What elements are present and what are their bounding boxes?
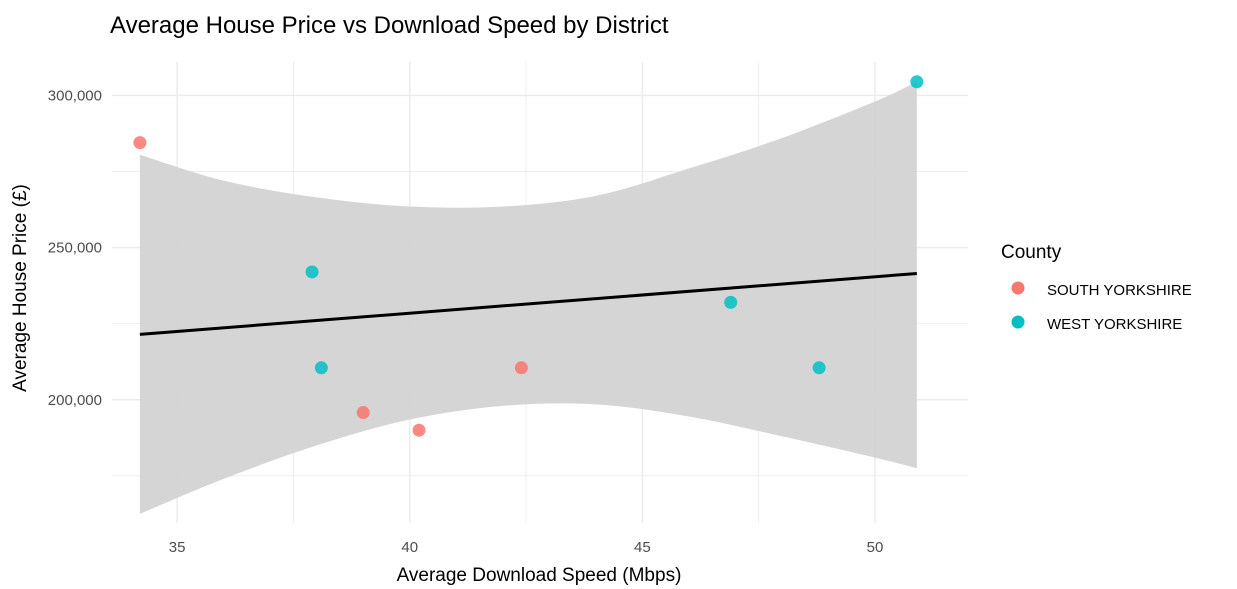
legend: County SOUTH YORKSHIRE WEST YORKSHIRE <box>1001 242 1192 333</box>
data-point-south-yorkshire-1 <box>356 406 370 420</box>
data-point-west-yorkshire-4 <box>910 75 924 89</box>
legend-label-west-yorkshire: WEST YORKSHIRE <box>1047 316 1182 333</box>
y-axis-ticks: 200,000 250,000 300,000 <box>48 87 102 408</box>
trend-line <box>139 271 917 336</box>
x-tick-label: 40 <box>401 539 418 556</box>
x-axis-ticks: 35 40 45 50 <box>169 539 884 556</box>
x-tick-label: 45 <box>634 539 651 556</box>
y-tick-label: 200,000 <box>48 392 102 409</box>
x-tick-label: 35 <box>169 539 186 556</box>
legend-swatch-west-yorkshire <box>1011 315 1025 329</box>
x-tick-label: 50 <box>867 539 884 556</box>
y-axis-title: Average House Price (£) <box>10 184 31 392</box>
plot-area <box>112 62 968 523</box>
data-points <box>133 75 924 437</box>
data-point-west-yorkshire-1 <box>314 361 328 375</box>
y-tick-label: 250,000 <box>48 240 102 257</box>
chart-title: Average House Price vs Download Speed by… <box>110 12 669 39</box>
legend-swatch-south-yorkshire <box>1011 281 1025 295</box>
data-point-west-yorkshire-2 <box>724 295 738 309</box>
confidence-band <box>139 81 917 514</box>
data-point-south-yorkshire-3 <box>514 361 528 375</box>
data-point-west-yorkshire-3 <box>812 361 826 375</box>
data-point-south-yorkshire-2 <box>412 423 426 437</box>
x-axis-title: Average Download Speed (Mbps) <box>397 565 682 586</box>
legend-label-south-yorkshire: SOUTH YORKSHIRE <box>1047 282 1192 299</box>
data-point-west-yorkshire-0 <box>305 265 319 279</box>
legend-title: County <box>1001 242 1062 263</box>
data-point-south-yorkshire-0 <box>133 136 147 150</box>
y-tick-label: 300,000 <box>48 87 102 104</box>
